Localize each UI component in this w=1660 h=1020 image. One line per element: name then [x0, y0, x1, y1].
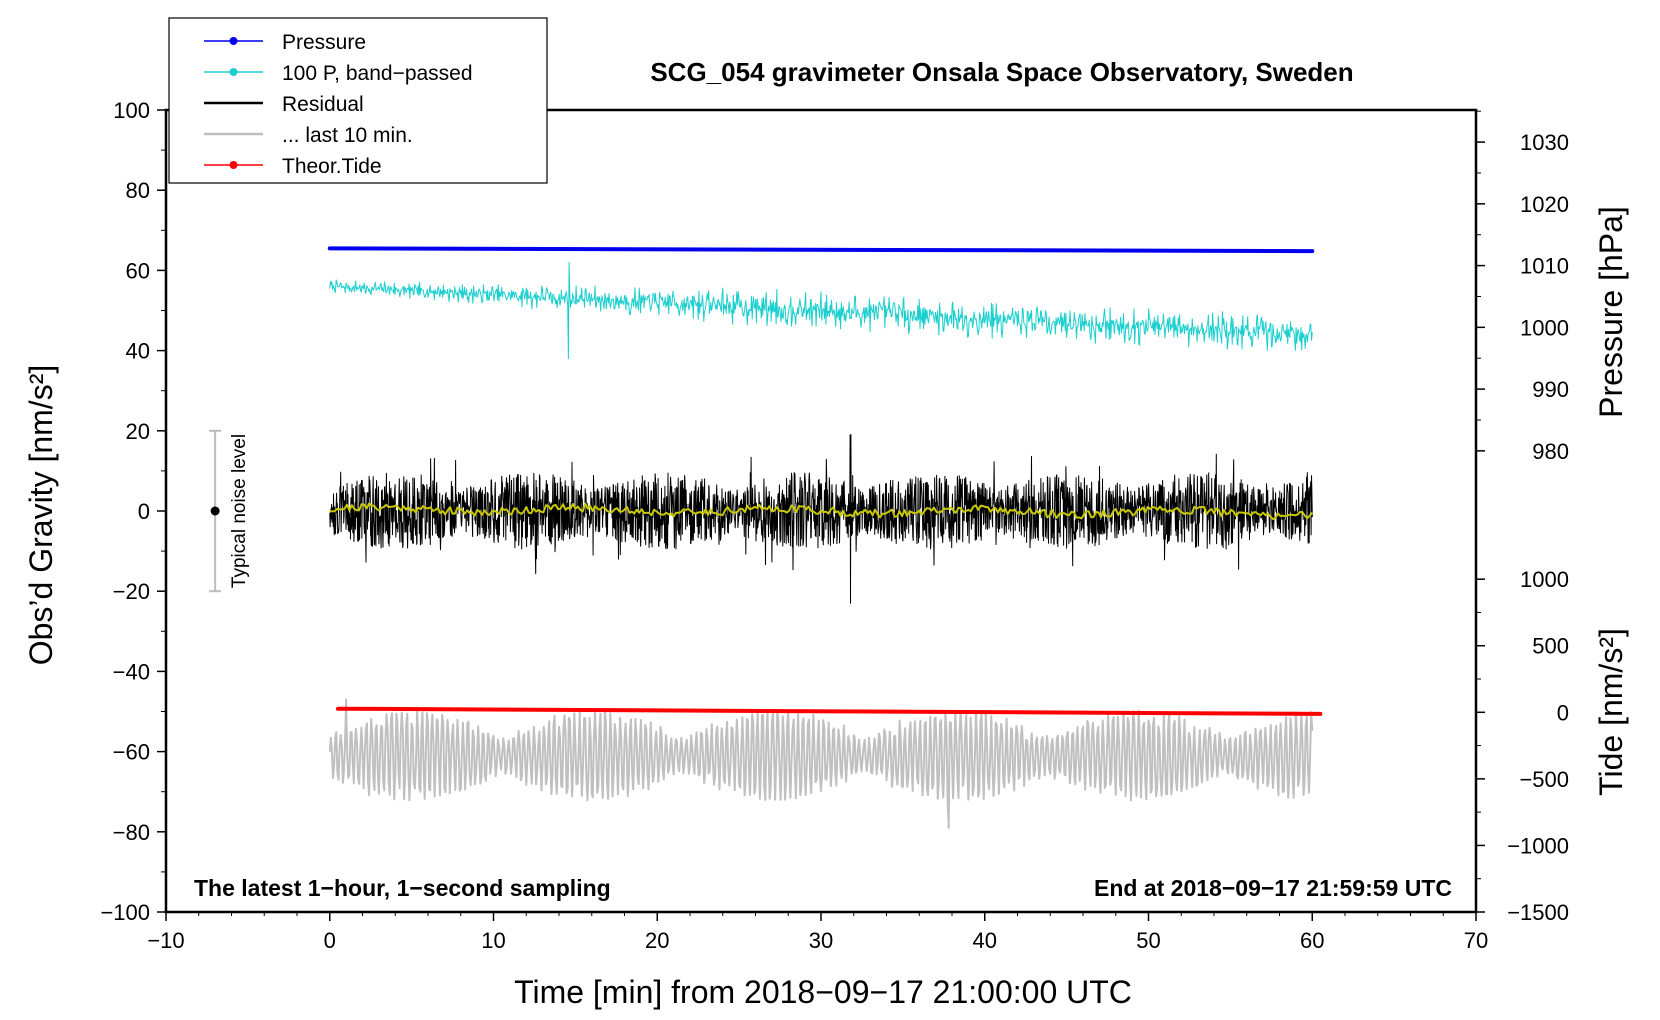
pressure-tick-label: 1030 — [1520, 130, 1569, 155]
pressure-line — [327, 246, 1315, 254]
x-tick-label: 40 — [973, 928, 997, 953]
y-tick-label: 0 — [138, 499, 150, 524]
noise-level-indicator: Typical noise level — [209, 429, 250, 593]
pressure-axis-title: Pressure [hPa] — [1593, 206, 1629, 418]
noise-level-label: Typical noise level — [229, 434, 250, 588]
y-tick-label: −80 — [113, 820, 150, 845]
legend-label: ... last 10 min. — [282, 124, 413, 147]
tide-tick-label: 500 — [1532, 634, 1569, 659]
y-tick-label: −100 — [100, 900, 150, 925]
x-tick-label: −10 — [147, 928, 184, 953]
pressure-tick-label: 990 — [1532, 377, 1569, 402]
y-tick-label: 20 — [126, 419, 150, 444]
tide-axis-title: Tide [nm/s²] — [1593, 628, 1629, 796]
y-tick-label: 40 — [126, 339, 150, 364]
y-tick-label: 100 — [113, 98, 150, 123]
x-tick-label: 30 — [809, 928, 833, 953]
y-axis-title-left: Obs’d Gravity [nm/s²] — [23, 365, 59, 666]
x-tick-label: 50 — [1136, 928, 1160, 953]
y-tick-label: 60 — [126, 258, 150, 283]
last-10-min-line — [328, 698, 1314, 829]
tide-tick-label: −1000 — [1507, 833, 1569, 858]
x-tick-label: 70 — [1464, 928, 1488, 953]
legend-label: Theor.Tide — [282, 155, 382, 178]
x-tick-label: 60 — [1300, 928, 1324, 953]
legend-box — [168, 17, 548, 184]
y-tick-label: −20 — [113, 579, 150, 604]
pressure-bandpassed-line — [329, 261, 1313, 360]
tide-tick-label: 1000 — [1520, 567, 1569, 592]
pressure-tick-label: 1010 — [1520, 254, 1569, 279]
pressure-tick-label: 980 — [1532, 439, 1569, 464]
legend-marker — [229, 161, 238, 169]
noise-level-dot — [210, 506, 220, 516]
y-tick-label: 80 — [126, 178, 150, 203]
tide-tick-label: −500 — [1519, 767, 1569, 792]
tide-tick-label: −1500 — [1507, 900, 1569, 925]
x-tick-label: 10 — [481, 928, 505, 953]
end-time-note: End at 2018−09−17 21:59:59 UTC — [1094, 875, 1452, 901]
x-axis-title: Time [min] from 2018−09−17 21:00:00 UTC — [514, 974, 1132, 1010]
y-tick-label: −40 — [113, 659, 150, 684]
sampling-note: The latest 1−hour, 1−second sampling — [194, 875, 611, 901]
series-layer — [327, 246, 1323, 829]
pressure-tick-label: 1020 — [1520, 192, 1569, 217]
y-tick-label: −60 — [113, 740, 150, 765]
tide-tick-label: 0 — [1557, 700, 1569, 725]
theoretical-tide-line — [335, 706, 1323, 716]
legend-label: 100 P, band−passed — [282, 62, 473, 85]
legend: Pressure 100 P, band−passed Residual ... la… — [168, 17, 548, 184]
residual-smoothed-line — [329, 502, 1314, 521]
x-tick-label: 20 — [645, 928, 669, 953]
axis-layer: −10 0 10 20 30 40 50 60 70−100−80−60−40−20020406… — [100, 98, 1569, 953]
legend-marker — [229, 37, 238, 45]
legend-label: Pressure — [282, 31, 366, 54]
chart-title: SCG_054 gravimeter Onsala Space Observat… — [650, 57, 1353, 87]
legend-label: Residual — [282, 93, 364, 116]
pressure-tick-label: 1000 — [1520, 315, 1569, 340]
legend-marker — [229, 68, 238, 76]
residual-line — [329, 434, 1313, 604]
x-tick-label: 0 — [324, 928, 336, 953]
